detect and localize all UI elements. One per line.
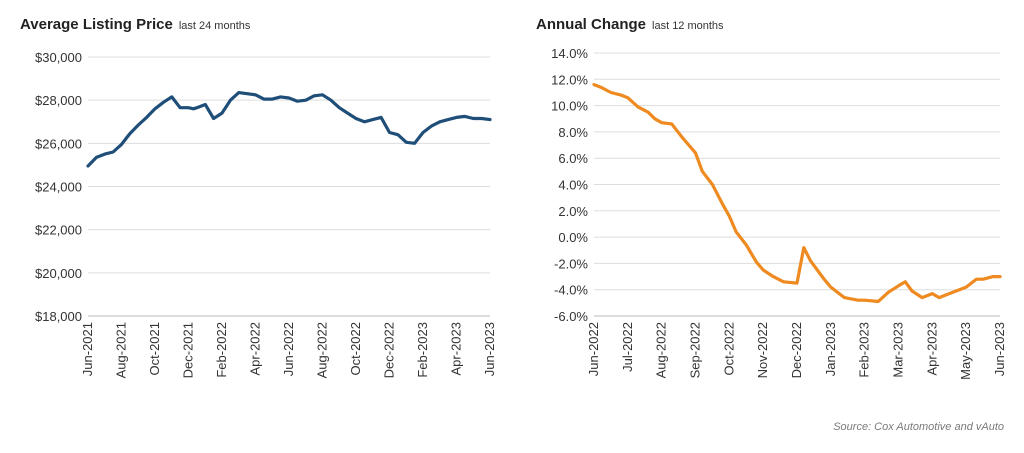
- listing-price-x-tick-label: Jun-2022: [281, 322, 296, 376]
- listing-price-y-tick-label: $24,000: [35, 180, 82, 195]
- annual-change-x-tick-label: Dec-2022: [789, 322, 804, 378]
- annual-change-y-tick-label: 2.0%: [558, 204, 588, 219]
- annual-change-y-tick-label: -6.0%: [554, 309, 588, 324]
- annual-change-x-tick-label: Jan-2023: [823, 322, 838, 376]
- annual-change-title: Annual Change: [536, 16, 647, 33]
- annual-change-title-block: Annual Change last 12 months: [536, 16, 724, 33]
- annual-change-y-tick-label: 8.0%: [558, 125, 588, 140]
- annual-change-y-tick-label: 10.0%: [551, 99, 588, 114]
- listing-price-x-tick-label: Feb-2022: [214, 322, 229, 378]
- annual-change-series-line: [592, 83, 1002, 304]
- annual-change-panel: Annual Change last 12 months -6.0% -4.0% -2…: [512, 0, 1024, 400]
- annual-change-x-tick-label: Apr-2023: [924, 322, 939, 375]
- annual-change-x-tick-label: Jun-2022: [586, 322, 601, 376]
- annual-change-subtitle: last 12 months: [652, 20, 724, 32]
- annual-change-x-tick-label: Nov-2022: [755, 322, 770, 378]
- listing-price-series-line: [86, 91, 492, 168]
- annual-change-x-tick-label: Sep-2022: [688, 322, 703, 378]
- listing-price-x-tick-label: Aug-2021: [114, 322, 129, 378]
- listing-price-y-tick-label: $18,000: [35, 309, 82, 324]
- annual-change-y-tick-label: 6.0%: [558, 151, 588, 166]
- listing-price-subtitle: last 24 months: [178, 20, 251, 32]
- annual-change-x-tick-label: Jun-2023: [992, 322, 1007, 376]
- annual-change-x-tick-label: Oct-2022: [721, 322, 736, 375]
- annual-change-x-tick-label: Feb-2023: [857, 322, 872, 378]
- listing-price-title-block: Average Listing Price last 24 months: [20, 16, 250, 33]
- listing-price-x-tick-label: Jun-2023: [482, 322, 497, 376]
- listing-price-x-tick-label: Jun-2021: [80, 322, 95, 376]
- annual-change-chart: -6.0% -4.0% -2.0% 0.0% 2.0% 4.0% 6.0% 8.0% 10.0%…: [551, 46, 1007, 380]
- annual-change-y-tick-label: 14.0%: [551, 46, 588, 61]
- listing-price-x-tick-label: Oct-2022: [348, 322, 363, 375]
- listing-price-y-tick-label: $28,000: [35, 93, 82, 108]
- annual-change-y-tick-label: 4.0%: [558, 178, 588, 193]
- annual-change-x-tick-label: Jul-2022: [620, 322, 635, 372]
- listing-price-x-tick-label: Apr-2022: [248, 322, 263, 375]
- listing-price-y-tick-label: $30,000: [35, 50, 82, 65]
- listing-price-title: Average Listing Price: [20, 16, 173, 33]
- listing-price-x-tick-label: Dec-2022: [382, 322, 397, 378]
- listing-price-y-tick-label: $20,000: [35, 266, 82, 281]
- source-note: Source: Cox Automotive and vAuto: [833, 421, 1004, 433]
- listing-price-y-tick-label: $26,000: [35, 136, 82, 151]
- listing-price-y-tick-label: $22,000: [35, 223, 82, 238]
- annual-change-y-tick-label: -2.0%: [554, 256, 588, 271]
- annual-change-x-tick-label: Aug-2022: [654, 322, 669, 378]
- listing-price-x-tick-label: Aug-2022: [315, 322, 330, 378]
- listing-price-x-tick-label: Apr-2023: [449, 322, 464, 375]
- listing-price-panel: Average Listing Price last 24 months $18,…: [0, 0, 512, 400]
- listing-price-x-tick-label: Oct-2021: [147, 322, 162, 375]
- listing-price-x-tick-label: Dec-2021: [181, 322, 196, 378]
- annual-change-y-tick-label: 12.0%: [551, 72, 588, 87]
- listing-price-chart: $18,000 $20,000 $22,000 $24,000 $26,000 $28,0…: [35, 50, 497, 378]
- annual-change-x-tick-label: May-2023: [958, 322, 973, 380]
- annual-change-x-tick-label: Mar-2023: [891, 322, 906, 378]
- listing-price-x-tick-label: Feb-2023: [415, 322, 430, 378]
- annual-change-y-tick-label: 0.0%: [558, 230, 588, 245]
- annual-change-y-tick-label: -4.0%: [554, 283, 588, 298]
